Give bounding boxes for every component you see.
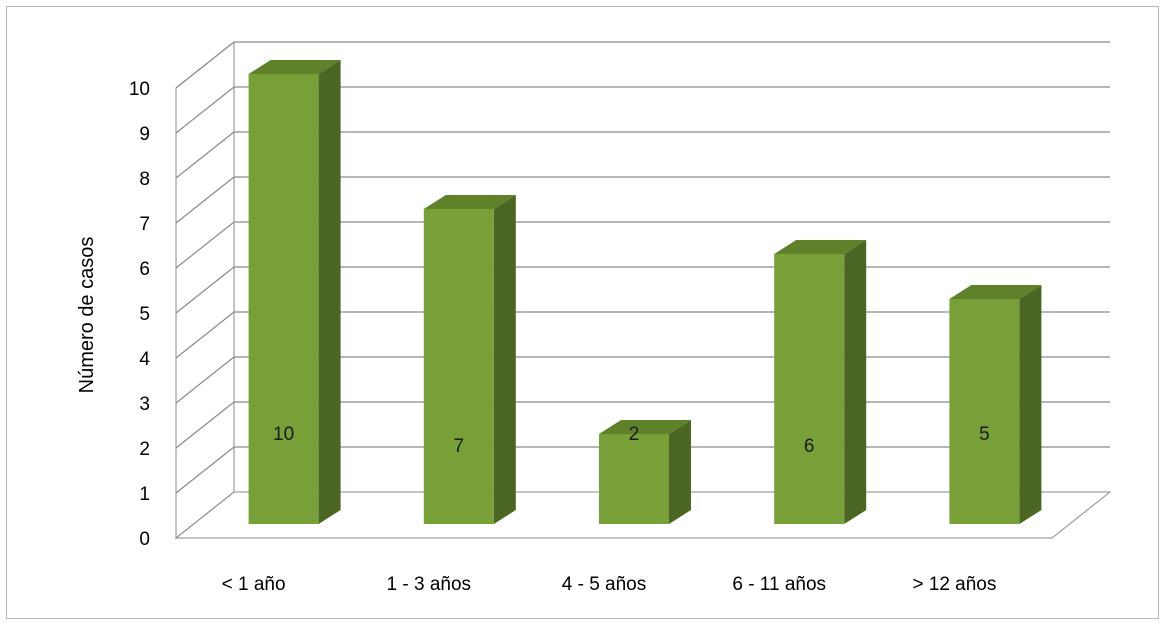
data-label: 2 — [629, 424, 640, 445]
bar: 6 — [774, 240, 867, 524]
y-tick-label: 8 — [139, 169, 150, 190]
gridline — [175, 221, 1110, 269]
bar: 7 — [423, 195, 516, 524]
y-tick-label: 10 — [129, 79, 150, 100]
x-tick-label: 4 - 5 años — [562, 574, 647, 595]
bar-front — [599, 434, 669, 524]
bar: 5 — [949, 285, 1042, 524]
bar-top — [423, 195, 516, 209]
y-tick-label: 3 — [139, 394, 150, 415]
data-label: 6 — [804, 436, 815, 457]
y-tick-label: 4 — [139, 349, 150, 370]
data-label: 7 — [454, 436, 465, 457]
bar-top — [949, 285, 1042, 299]
bar-top — [774, 240, 867, 254]
y-tick-label: 0 — [139, 529, 150, 550]
data-label: 5 — [979, 424, 990, 445]
x-tick-labels: < 1 año 1 - 3 años 4 - 5 años 6 - 11 años > … — [222, 574, 997, 595]
y-tick-label: 9 — [139, 124, 150, 145]
bar-front — [248, 74, 319, 524]
bar-side — [318, 60, 341, 524]
bar-side — [493, 195, 516, 524]
gridline — [175, 86, 1110, 134]
data-label: 10 — [273, 424, 294, 445]
bar: 10 — [248, 60, 341, 524]
x-tick-label: 6 - 11 años — [732, 574, 826, 595]
bar-side — [1019, 285, 1042, 524]
bar-top — [248, 60, 341, 74]
bars: 10 7 2 6 5 — [248, 60, 1042, 524]
bar-front — [423, 209, 494, 524]
x-tick-label: > 12 años — [912, 574, 996, 595]
y-tick-labels: 0 1 2 3 4 5 6 7 8 9 10 — [129, 79, 151, 550]
y-tick-label: 2 — [139, 439, 150, 460]
y-axis-title: Número de casos — [76, 237, 98, 394]
bar-side — [669, 420, 691, 524]
bar-front — [774, 254, 845, 524]
bar-side — [844, 240, 867, 524]
x-tick-label: 1 - 3 años — [387, 574, 472, 595]
bar-top — [599, 420, 691, 434]
y-tick-label: 6 — [139, 259, 150, 280]
x-tick-label: < 1 año — [222, 574, 286, 595]
bar: 2 — [599, 420, 691, 524]
gridline — [175, 41, 1110, 89]
y-tick-label: 5 — [139, 304, 150, 325]
bar-front — [949, 299, 1020, 524]
gridline — [175, 176, 1110, 224]
y-tick-label: 1 — [139, 484, 150, 505]
floor — [174, 491, 1112, 539]
y-tick-label: 7 — [139, 214, 150, 235]
gridline — [175, 131, 1110, 179]
